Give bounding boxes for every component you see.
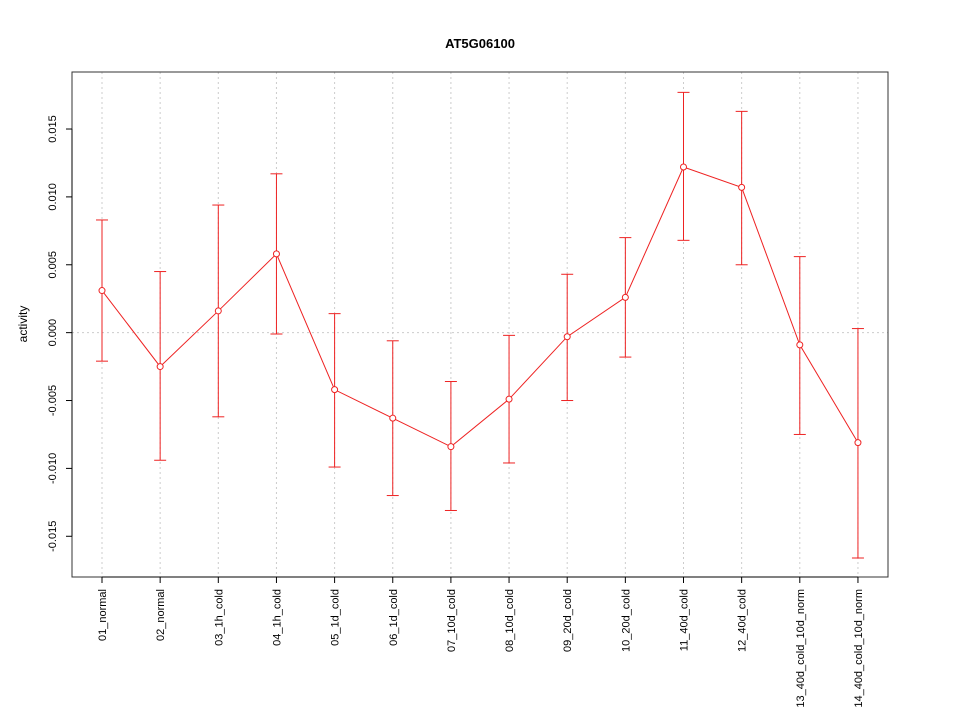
x-tick-label: 07_10d_cold bbox=[446, 589, 458, 652]
x-tick-label: 11_40d_cold bbox=[679, 589, 691, 651]
x-tick-label: 01_normal bbox=[97, 589, 109, 641]
y-tick-label: -0.015 bbox=[47, 521, 59, 552]
x-tick-label: 02_normal bbox=[155, 589, 167, 641]
data-point bbox=[738, 183, 746, 191]
chart-title: AT5G06100 bbox=[445, 36, 515, 51]
plot-frame bbox=[71, 71, 889, 578]
x-tick-label: 04_1h_cold bbox=[271, 589, 283, 646]
data-point bbox=[854, 439, 862, 447]
x-tick-label: 03_1h_cold bbox=[213, 589, 225, 646]
x-tick-label: 05_1d_cold bbox=[330, 589, 342, 646]
data-point bbox=[389, 414, 397, 422]
grid bbox=[72, 72, 888, 577]
y-tick-label: 0.000 bbox=[47, 319, 59, 347]
data-point bbox=[621, 293, 629, 301]
y-tick-label: -0.005 bbox=[47, 385, 59, 416]
data-point bbox=[796, 341, 804, 349]
x-axis: 01_normal 02_normal 03_1h_cold 04_1h_cold 05… bbox=[97, 576, 865, 708]
data-point bbox=[447, 443, 455, 451]
y-tick-label: 0.005 bbox=[47, 251, 59, 279]
x-tick-label: 14_40d_cold_10d_norm bbox=[853, 589, 865, 708]
data-point bbox=[505, 395, 513, 403]
y-axis-label: activity bbox=[16, 306, 30, 343]
x-tick-label: 13_40d_cold_10d_norm bbox=[795, 589, 807, 708]
series-line bbox=[101, 166, 859, 448]
data-point bbox=[98, 287, 106, 295]
y-tick-label: -0.010 bbox=[47, 453, 59, 484]
y-tick-label: 0.015 bbox=[47, 115, 59, 143]
data-point bbox=[214, 307, 222, 315]
series-layer bbox=[96, 91, 864, 559]
data-point bbox=[680, 163, 687, 171]
x-tick-label: 06_1d_cold bbox=[388, 589, 400, 646]
x-tick-label: 08_10d_cold bbox=[504, 589, 516, 652]
data-point bbox=[563, 333, 571, 341]
x-tick-label: 09_20d_cold bbox=[562, 589, 574, 652]
y-tick-label: 0.010 bbox=[47, 183, 59, 211]
data-point bbox=[331, 386, 339, 394]
data-point bbox=[272, 250, 280, 258]
x-tick-label: 10_20d_cold bbox=[620, 589, 632, 652]
y-axis: -0.015 -0.010 -0.005 0.000 0.005 0.010 0.015 bbox=[47, 115, 73, 552]
x-tick-label: 12_40d_cold bbox=[737, 589, 749, 652]
data-point bbox=[156, 363, 164, 371]
